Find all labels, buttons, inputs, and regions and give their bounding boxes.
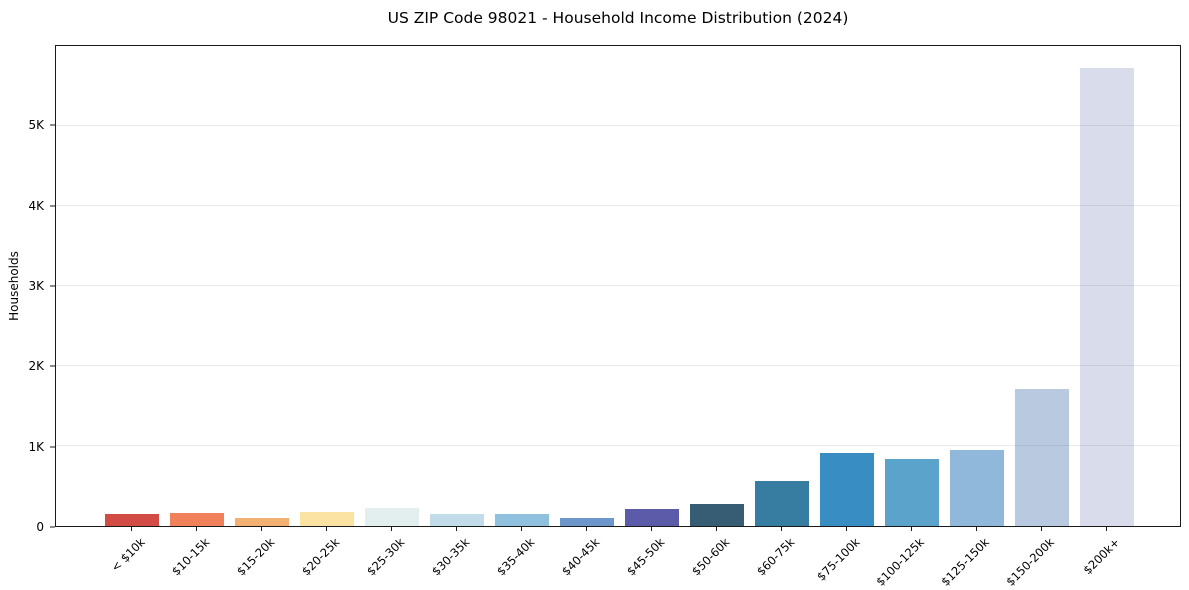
x-tick-label: $75-100k (813, 535, 863, 584)
x-tick-label: $125-150k (938, 535, 993, 589)
bar-slot: $200k+ (1074, 46, 1139, 577)
bar-slot: $150-200k (1004, 46, 1074, 589)
x-tick-mark (651, 527, 652, 531)
x-tick-label: $25-30k (363, 535, 408, 579)
bar-10 (689, 504, 744, 526)
bar-14 (949, 450, 1004, 526)
x-tick-mark (976, 527, 977, 531)
y-tick-label-4k: 4K (28, 198, 44, 213)
x-tick-mark (716, 527, 717, 531)
x-tick-label: $10-15k (168, 535, 213, 579)
bar-slot: $60-75k (749, 46, 814, 578)
x-tick-label: $30-35k (428, 535, 473, 579)
bar-16 (1079, 68, 1134, 526)
x-tick-label: $100-125k (873, 535, 928, 589)
x-tick-mark (1041, 527, 1042, 531)
x-tick-mark (521, 527, 522, 531)
bar-slot: $40-45k (554, 46, 619, 578)
bar-slot: $75-100k (814, 46, 879, 584)
x-tick-mark (131, 527, 132, 531)
x-tick-mark (781, 527, 782, 531)
bar-slot: $50-60k (684, 46, 749, 578)
bar-1 (104, 514, 159, 526)
bar-slot: $10-15k (164, 46, 229, 578)
bar-row: < $10k $10-15k $15-20k $20-25k $25-30k $30-35… (56, 46, 1180, 589)
bar-3 (234, 518, 289, 526)
bar-slot: $45-50k (619, 46, 684, 578)
x-tick-mark (391, 527, 392, 531)
y-tick-label-1k: 1K (28, 439, 44, 454)
bar-slot: $125-150k (939, 46, 1009, 589)
y-tick-mark-1k (50, 446, 55, 448)
bar-6 (429, 514, 484, 526)
y-tick-mark-2k (50, 365, 55, 367)
bar-slot: $35-40k (489, 46, 554, 578)
bar-11 (754, 481, 809, 526)
x-tick-label: $60-75k (753, 535, 798, 579)
x-tick-mark (586, 527, 587, 531)
x-tick-label: $200k+ (1080, 535, 1123, 578)
x-tick-mark (261, 527, 262, 531)
x-tick-label: $150-200k (1003, 535, 1058, 589)
x-tick-label: < $10k (107, 535, 148, 575)
x-tick-mark (911, 527, 912, 531)
bar-4 (299, 512, 354, 526)
y-tick-mark-5k (50, 124, 55, 126)
y-tick-label-3k: 3K (28, 279, 44, 293)
chart-title: US ZIP Code 98021 - Household Income Dis… (387, 9, 849, 27)
bar-2 (169, 513, 224, 526)
y-tick-mark-3k (50, 285, 55, 287)
bar-slot: $30-35k (424, 46, 489, 578)
y-tick-label-0: 0 (36, 520, 44, 534)
bar-5 (364, 508, 419, 526)
x-tick-label: $40-45k (558, 535, 603, 579)
plot-area: < $10k $10-15k $15-20k $20-25k $25-30k $30-35… (55, 45, 1181, 589)
x-tick-mark (846, 527, 847, 531)
x-tick-label: $50-60k (688, 535, 733, 579)
y-tick-mark-0 (50, 526, 55, 528)
bar-slot: $20-25k (294, 46, 359, 578)
bar-slot: $100-125k (874, 46, 944, 589)
y-axis: 0 1K 2K 3K 4K 5K (0, 45, 55, 534)
x-tick-mark (1106, 527, 1107, 531)
x-tick-label: $45-50k (623, 535, 668, 579)
bar-slot: $15-20k (229, 46, 294, 578)
x-tick-mark (196, 527, 197, 531)
bar-slot: < $10k (99, 46, 164, 575)
x-tick-mark (456, 527, 457, 531)
bar-8 (559, 517, 614, 526)
bar-7 (494, 514, 549, 526)
y-tick-label-2k: 2K (28, 359, 44, 374)
y-tick-mark-4k (50, 205, 55, 207)
bar-12 (819, 453, 874, 526)
bar-13 (884, 458, 939, 526)
x-tick-label: $15-20k (233, 535, 278, 579)
x-tick-mark (326, 527, 327, 531)
bar-9 (624, 509, 679, 526)
x-tick-label: $35-40k (493, 535, 538, 579)
x-tick-label: $20-25k (298, 535, 343, 579)
y-tick-label-5k: 5K (28, 118, 44, 133)
bar-slot: $25-30k (359, 46, 424, 578)
bar-15 (1014, 388, 1069, 526)
